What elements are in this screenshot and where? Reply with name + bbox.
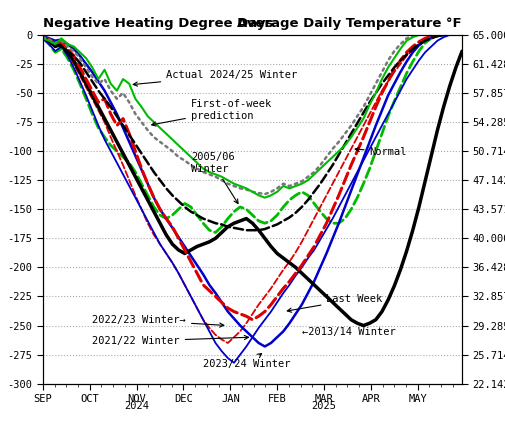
Text: Average Daily Temperature °F: Average Daily Temperature °F [237, 17, 462, 31]
Text: 2023/24 Winter: 2023/24 Winter [203, 354, 291, 369]
Text: Negative Heating Degree Days: Negative Heating Degree Days [43, 17, 273, 31]
Text: 2005/06
Winter: 2005/06 Winter [191, 153, 238, 204]
Text: Normal: Normal [355, 146, 407, 157]
Text: 2021/22 Winter: 2021/22 Winter [92, 335, 248, 346]
Text: Last Week: Last Week [287, 294, 383, 312]
Text: First-of-week
prediction: First-of-week prediction [152, 99, 272, 126]
Text: 2025: 2025 [312, 401, 336, 411]
Text: Actual 2024/25 Winter: Actual 2024/25 Winter [133, 70, 297, 86]
Text: 2022/23 Winter→: 2022/23 Winter→ [92, 315, 224, 327]
Text: 2024: 2024 [124, 401, 149, 411]
Text: ←2013/14 Winter: ←2013/14 Winter [302, 327, 395, 337]
